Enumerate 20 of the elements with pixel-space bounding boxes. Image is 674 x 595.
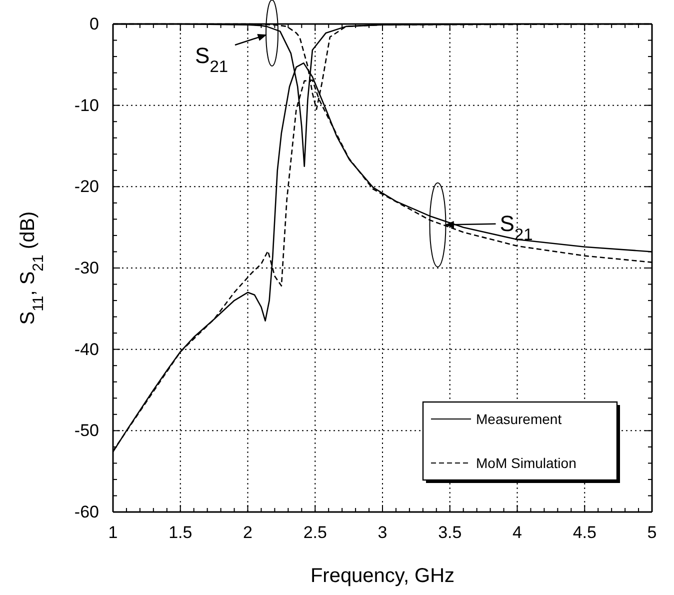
x-tick-label: 3.5 xyxy=(438,523,462,542)
x-tick-label: 1 xyxy=(108,523,118,542)
x-axis-title: Frequency, GHz xyxy=(310,565,455,587)
x-tick-label: 4.5 xyxy=(572,523,596,542)
y-tick-label: 0 xyxy=(90,14,99,34)
y-tick-label: -40 xyxy=(74,340,99,359)
y-tick-label: -10 xyxy=(74,96,99,115)
y-tick-label: -30 xyxy=(74,258,99,278)
y-tick-label: -20 xyxy=(74,177,99,196)
y-tick-label: -60 xyxy=(74,502,99,522)
y-tick-label: -50 xyxy=(74,421,99,440)
x-tick-label: 1.5 xyxy=(168,523,192,542)
x-tick-label: 3 xyxy=(378,523,388,542)
legend-label: Measurement xyxy=(476,411,562,427)
legend-label: MoM Simulation xyxy=(476,455,576,471)
x-tick-label: 2 xyxy=(243,523,252,542)
x-tick-label: 2.5 xyxy=(303,523,327,542)
annotation: S$_{21}$ xyxy=(195,42,228,76)
x-tick-label: 4 xyxy=(512,523,522,542)
x-tick-label: 5 xyxy=(647,523,657,542)
